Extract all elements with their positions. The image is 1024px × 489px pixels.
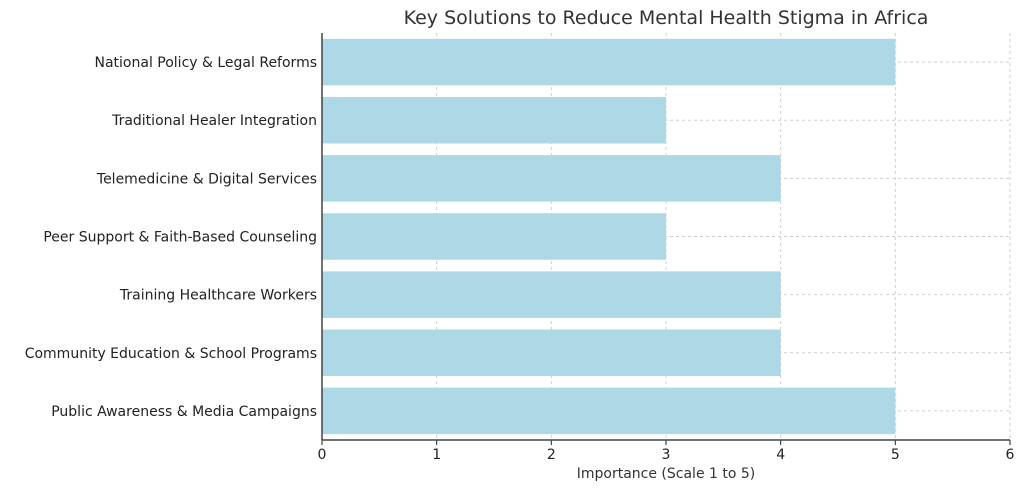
category-label: Peer Support & Faith-Based Counseling: [43, 230, 317, 246]
chart-title: Key Solutions to Reduce Mental Health St…: [404, 7, 929, 29]
x-tick-label: 2: [547, 447, 556, 463]
x-tick-label: 0: [318, 447, 327, 463]
category-label: National Policy & Legal Reforms: [95, 55, 318, 71]
category-label: Public Awareness & Media Campaigns: [51, 404, 317, 420]
category-label: Community Education & School Programs: [25, 346, 317, 362]
x-tick-labels: 0 1 2 3 4 5 6: [318, 447, 1015, 463]
bar: [322, 96, 666, 144]
category-label: Traditional Healer Integration: [111, 113, 317, 129]
x-axis-label: Importance (Scale 1 to 5): [577, 466, 756, 482]
axes: [321, 33, 1011, 445]
x-tick-label: 4: [776, 447, 785, 463]
category-labels: National Policy & Legal Reforms Tradition…: [25, 55, 317, 420]
bar: [322, 213, 666, 260]
x-tick-label: 1: [432, 447, 441, 463]
category-label: Training Healthcare Workers: [119, 288, 317, 304]
x-tick-label: 3: [662, 447, 671, 463]
bar: [322, 271, 781, 318]
bar: [322, 155, 781, 202]
x-tick-label: 6: [1006, 447, 1015, 463]
bar: [322, 329, 781, 377]
x-tick-label: 5: [891, 447, 900, 463]
category-label: Telemedicine & Digital Services: [96, 171, 317, 187]
bars: [322, 38, 896, 435]
bar: [322, 387, 896, 435]
bar: [322, 38, 896, 86]
